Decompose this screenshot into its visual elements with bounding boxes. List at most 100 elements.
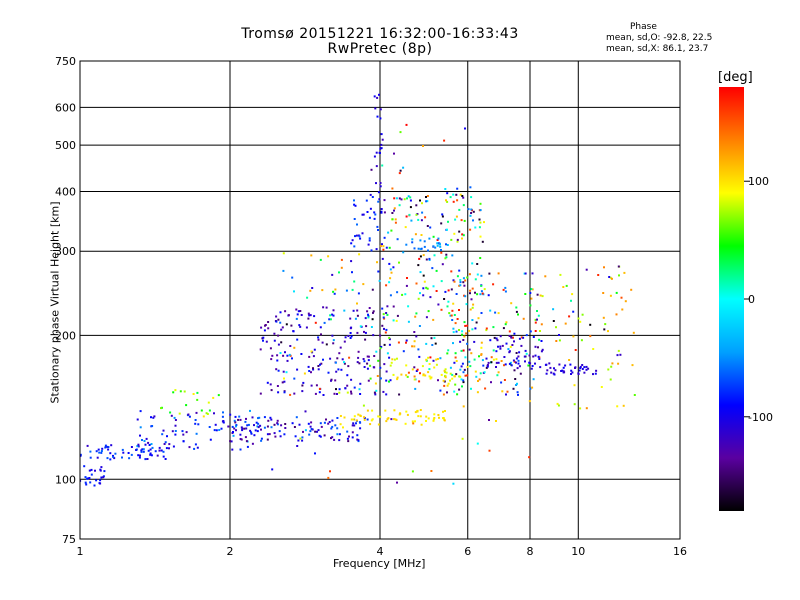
data-point bbox=[417, 264, 420, 267]
data-point bbox=[545, 372, 548, 375]
data-point bbox=[286, 354, 289, 357]
data-point bbox=[192, 393, 195, 395]
data-point bbox=[379, 185, 382, 188]
data-point bbox=[417, 415, 420, 418]
data-point bbox=[362, 213, 365, 216]
data-point bbox=[452, 331, 455, 334]
data-point bbox=[624, 300, 627, 303]
data-point bbox=[463, 368, 466, 371]
data-point bbox=[154, 450, 157, 453]
data-point bbox=[90, 473, 93, 476]
data-point bbox=[406, 197, 408, 200]
data-point bbox=[276, 385, 279, 387]
data-point bbox=[279, 435, 282, 438]
data-point bbox=[479, 235, 482, 238]
data-point bbox=[469, 228, 472, 231]
data-point bbox=[319, 422, 322, 425]
data-point bbox=[546, 369, 549, 372]
data-point bbox=[416, 410, 419, 413]
data-point bbox=[415, 312, 418, 315]
data-point bbox=[276, 423, 279, 426]
data-point bbox=[378, 198, 381, 201]
data-point bbox=[99, 479, 102, 482]
data-point bbox=[315, 384, 318, 387]
data-point bbox=[156, 454, 159, 457]
data-point bbox=[298, 423, 301, 426]
data-point bbox=[310, 350, 313, 353]
data-point bbox=[495, 358, 498, 361]
colorbar-tick-label: 0 bbox=[748, 293, 755, 306]
data-point bbox=[422, 254, 425, 257]
data-point bbox=[508, 362, 511, 365]
data-point bbox=[100, 450, 103, 452]
data-point bbox=[350, 418, 353, 421]
data-point bbox=[310, 421, 313, 424]
data-point bbox=[298, 324, 301, 327]
data-point bbox=[424, 216, 427, 219]
data-point bbox=[441, 215, 444, 218]
data-point bbox=[557, 404, 560, 407]
data-point bbox=[194, 422, 197, 425]
data-point bbox=[357, 292, 360, 295]
data-point bbox=[443, 369, 446, 372]
data-point bbox=[447, 349, 450, 352]
data-point bbox=[504, 286, 507, 289]
data-point bbox=[427, 371, 430, 374]
data-point bbox=[317, 338, 320, 341]
data-point bbox=[369, 364, 372, 367]
data-point bbox=[380, 133, 383, 136]
data-point bbox=[392, 373, 395, 376]
data-point bbox=[145, 437, 148, 440]
data-point bbox=[141, 439, 143, 441]
data-point bbox=[532, 378, 535, 381]
data-point bbox=[509, 345, 512, 348]
data-point bbox=[534, 330, 537, 332]
data-point bbox=[440, 222, 443, 225]
data-point bbox=[284, 310, 287, 313]
data-point bbox=[414, 387, 417, 390]
data-point bbox=[474, 327, 477, 330]
data-point bbox=[183, 390, 186, 393]
data-point bbox=[308, 433, 311, 436]
data-point bbox=[449, 366, 452, 369]
data-point bbox=[541, 348, 544, 351]
data-point bbox=[456, 275, 459, 278]
data-point bbox=[458, 284, 461, 287]
data-point bbox=[393, 207, 396, 210]
data-point bbox=[388, 356, 391, 359]
data-point bbox=[399, 169, 402, 172]
data-point bbox=[122, 451, 125, 454]
data-point bbox=[212, 396, 215, 399]
data-point bbox=[458, 309, 460, 311]
data-point bbox=[490, 361, 493, 364]
data-point bbox=[309, 425, 312, 428]
data-point bbox=[385, 246, 388, 249]
data-point bbox=[389, 268, 392, 271]
data-point bbox=[446, 228, 448, 231]
data-point bbox=[385, 420, 388, 423]
data-point bbox=[503, 379, 506, 381]
data-point bbox=[578, 369, 581, 372]
data-point bbox=[352, 422, 355, 425]
data-point bbox=[499, 335, 502, 338]
data-point bbox=[458, 329, 460, 331]
data-point bbox=[423, 240, 426, 243]
data-point bbox=[431, 344, 434, 346]
data-point bbox=[373, 366, 376, 369]
data-point bbox=[471, 328, 474, 331]
data-point bbox=[107, 448, 110, 451]
data-point bbox=[194, 443, 197, 446]
y-tick-label: 100 bbox=[55, 473, 76, 486]
data-point bbox=[296, 338, 299, 341]
data-point bbox=[405, 284, 408, 287]
x-tick-label: 2 bbox=[227, 545, 234, 558]
data-point bbox=[332, 290, 335, 293]
data-point bbox=[84, 481, 87, 484]
data-point bbox=[276, 359, 279, 362]
data-point bbox=[251, 416, 254, 419]
data-point bbox=[405, 243, 408, 246]
data-point bbox=[334, 288, 337, 291]
data-point bbox=[320, 425, 323, 428]
data-point bbox=[325, 343, 328, 346]
data-point bbox=[534, 345, 537, 348]
